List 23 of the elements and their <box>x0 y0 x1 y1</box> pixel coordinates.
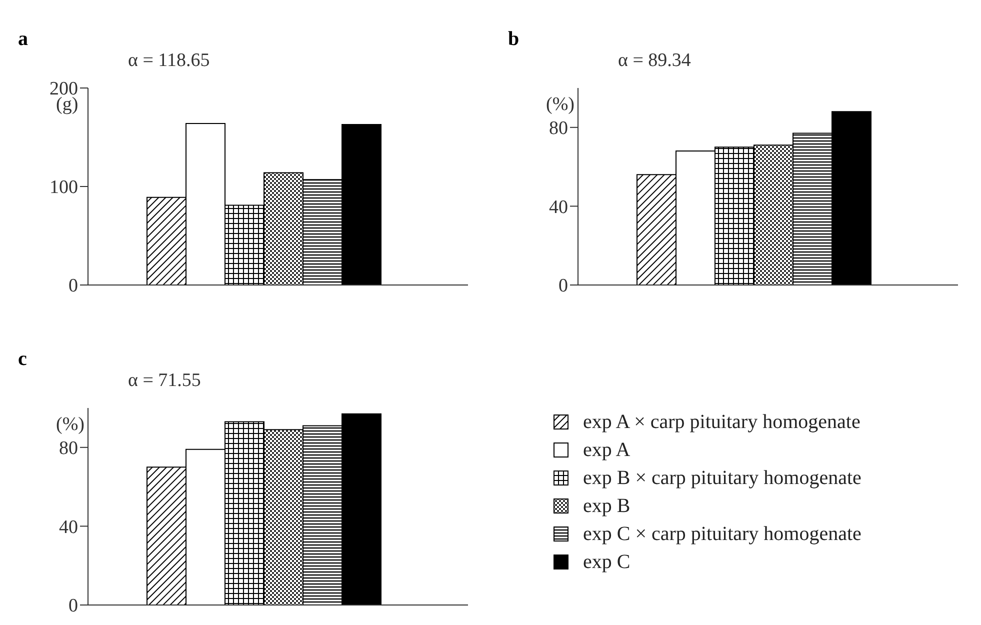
legend-label: exp C × carp pituitary homogenate <box>583 522 862 546</box>
chart-title: c <box>18 348 27 371</box>
y-tick-label: 80 <box>549 118 568 140</box>
y-axis-title: (%) <box>56 414 84 436</box>
y-axis-title: (%) <box>546 94 574 116</box>
y-axis-title: (g) <box>56 94 78 116</box>
chart-subtitle: α = 118.65 <box>128 50 210 72</box>
chart-subtitle: α = 89.34 <box>618 50 691 72</box>
y-tick-label: 0 <box>68 596 78 617</box>
y-tick-label: 40 <box>549 196 568 218</box>
legend-label: exp A <box>583 438 630 462</box>
y-tick-label: 100 <box>50 177 78 198</box>
chart-title: b <box>508 28 520 51</box>
chart-title: a <box>18 28 28 51</box>
chart-subtitle: α = 71.55 <box>128 370 201 392</box>
y-tick-label: 40 <box>59 516 78 538</box>
legend-label: exp B × carp pituitary homogenate <box>583 466 862 490</box>
y-tick-label: 0 <box>558 276 568 297</box>
legend-label: exp B <box>583 494 630 518</box>
y-tick-label: 0 <box>68 276 78 297</box>
y-tick-label: 80 <box>59 438 78 460</box>
legend-label: exp C <box>583 550 630 574</box>
legend-label: exp A × carp pituitary homogenate <box>583 410 860 434</box>
